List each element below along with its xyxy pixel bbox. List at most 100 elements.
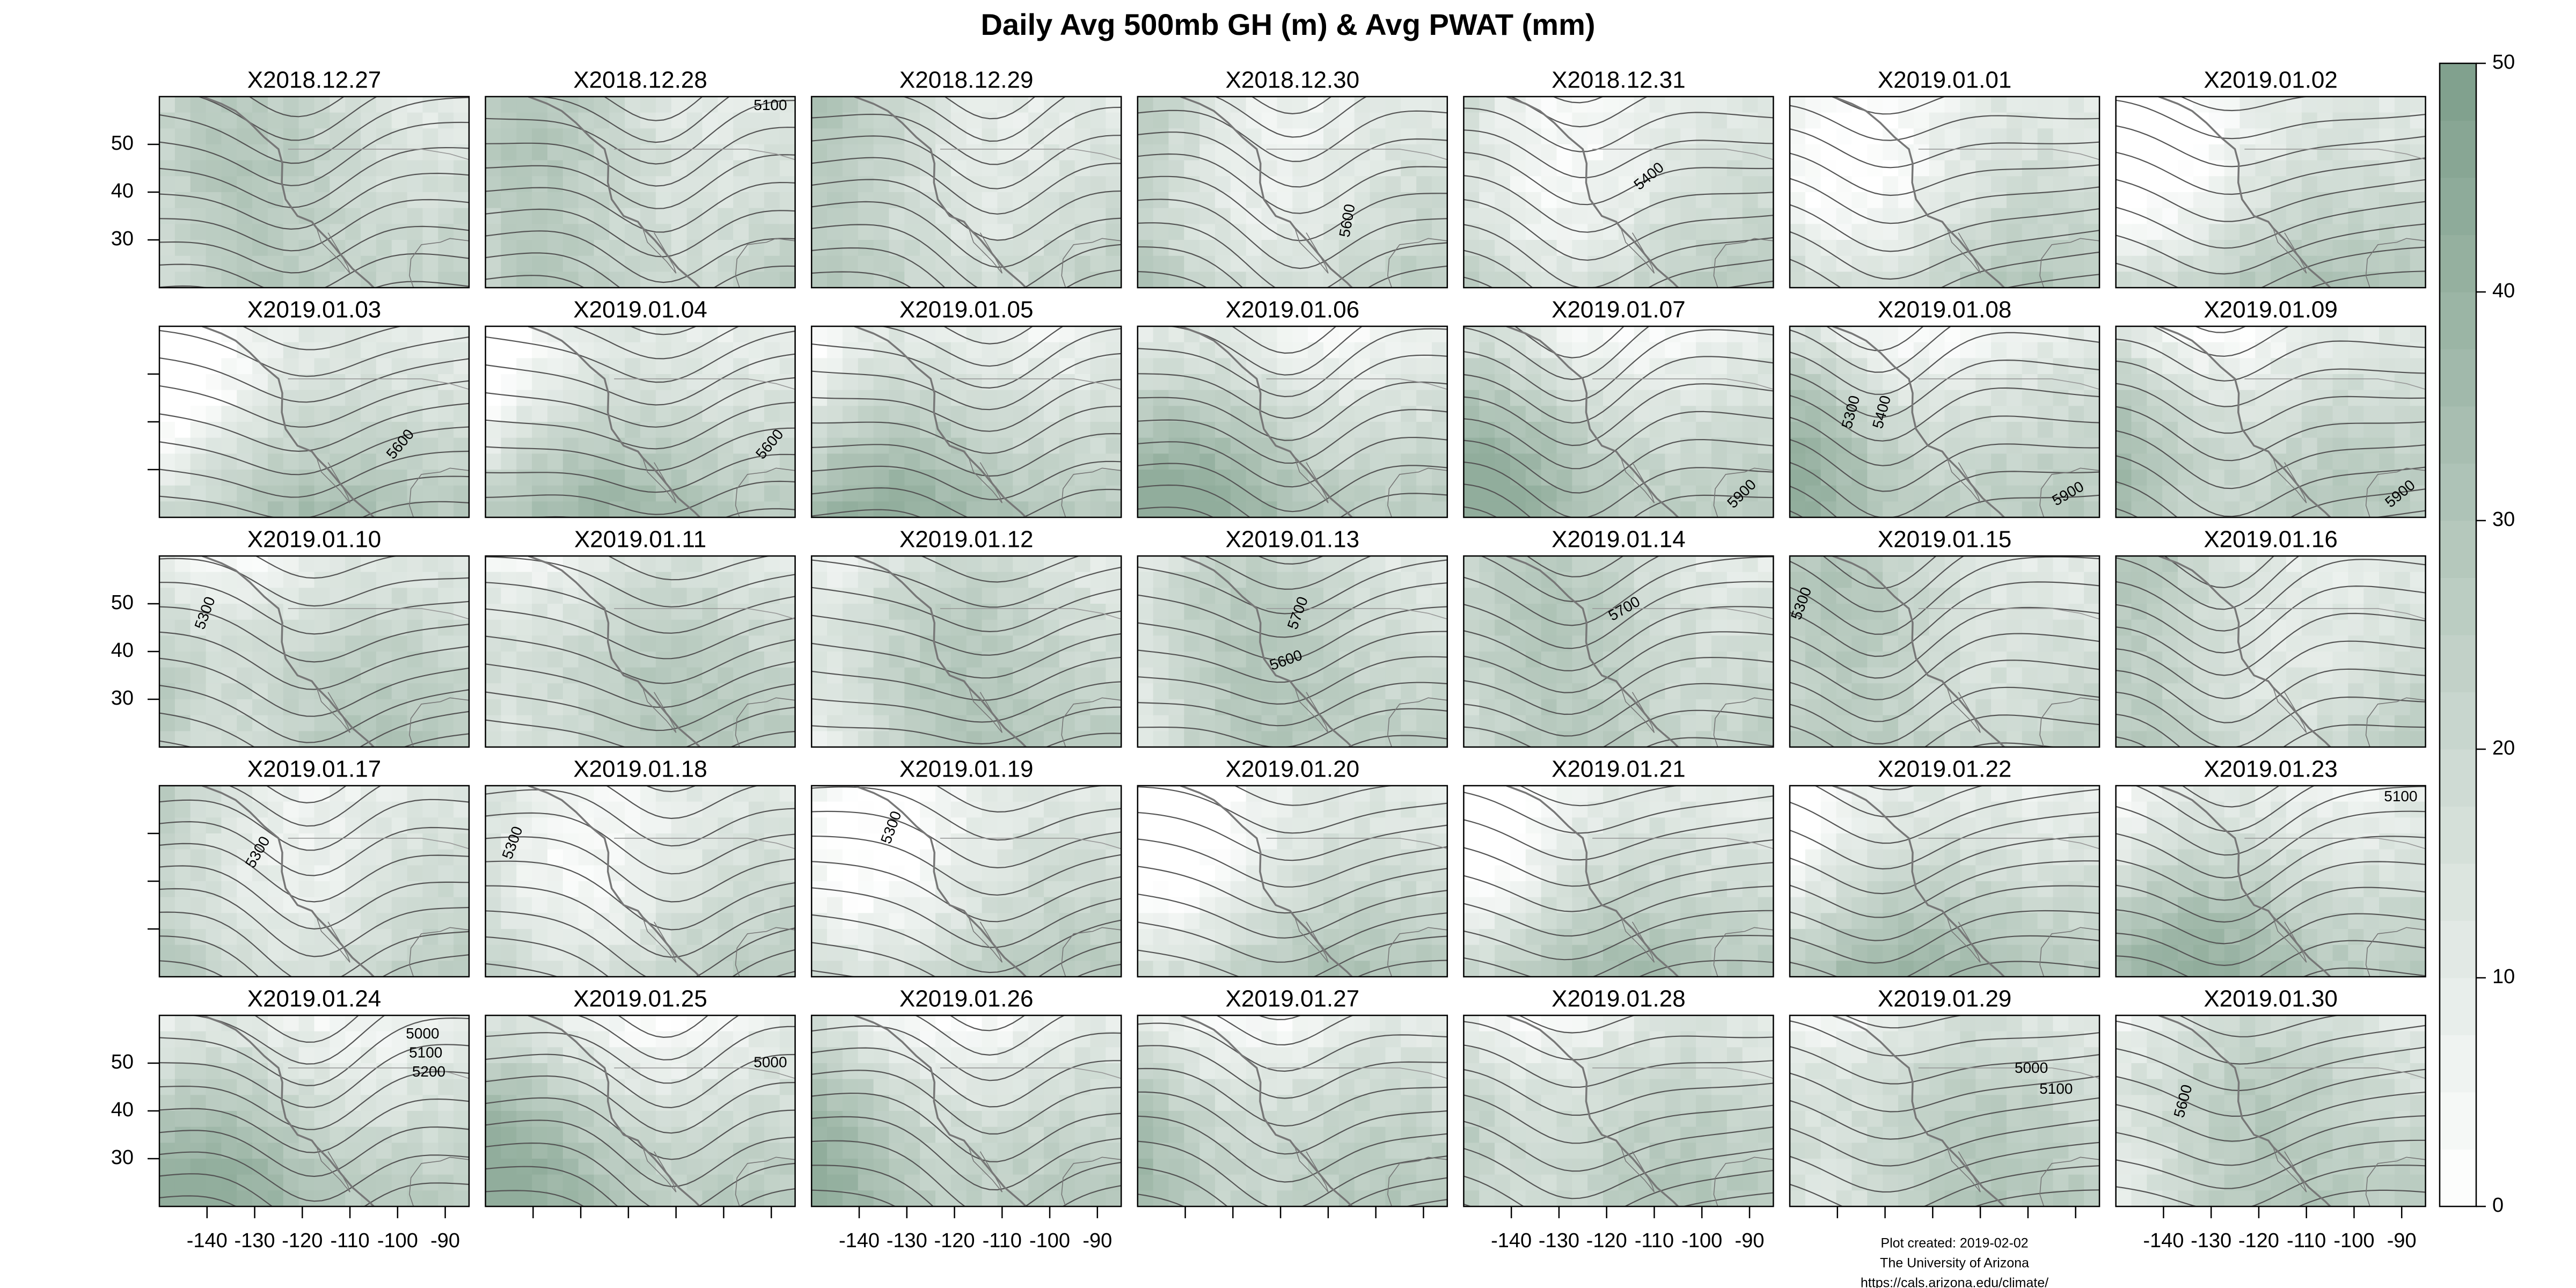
pwat-shading	[827, 358, 843, 375]
pwat-shading	[578, 501, 595, 517]
pwat-shading	[2131, 97, 2148, 113]
pwat-shading	[283, 619, 299, 636]
pwat-shading	[1416, 176, 1432, 193]
contour	[1526, 556, 1624, 577]
pwat-shading	[190, 588, 207, 604]
pwat-shading	[749, 112, 765, 129]
pwat-shading	[1090, 485, 1107, 502]
pwat-shading	[1618, 390, 1635, 407]
pwat-shading	[1370, 453, 1386, 470]
pwat-shading	[2255, 224, 2272, 240]
pwat-shading	[562, 604, 579, 620]
pwat-shading	[485, 437, 502, 455]
pwat-shading	[889, 588, 905, 604]
pwat-shading	[1726, 731, 1743, 747]
pwat-shading	[1665, 422, 1681, 438]
pwat-shading	[1649, 240, 1666, 257]
pwat-shading	[221, 572, 238, 589]
pwat-shading	[1649, 406, 1666, 422]
pwat-shading	[609, 176, 626, 193]
pwat-shading	[702, 272, 719, 288]
pwat-shading	[1028, 731, 1044, 747]
pwat-shading	[982, 97, 998, 113]
pwat-shading	[578, 572, 595, 589]
pwat-shading	[982, 224, 998, 240]
pwat-shading	[1338, 326, 1355, 343]
pwat-shading	[889, 501, 905, 517]
pwat-shading	[422, 485, 439, 502]
pwat-shading	[718, 470, 734, 486]
coastline	[1620, 687, 1655, 733]
pwat-shading	[438, 390, 455, 407]
pwat-shading	[873, 240, 890, 257]
pwat-shading	[1867, 97, 1884, 113]
pwat-shading	[1153, 374, 1169, 391]
pwat-shading	[1168, 699, 1185, 716]
pwat-shading	[1479, 588, 1496, 604]
pwat-shading	[1618, 422, 1635, 438]
pwat-shading	[920, 224, 936, 240]
pwat-shading	[1634, 128, 1650, 145]
contour	[159, 380, 469, 428]
pwat-shading	[920, 272, 936, 288]
contour	[1346, 735, 1447, 747]
pwat-shading	[2363, 342, 2380, 359]
pwat-shading	[1074, 390, 1091, 407]
pwat-shading	[2317, 358, 2333, 375]
pwat-shading	[298, 406, 315, 422]
pwat-shading	[1246, 192, 1262, 209]
pwat-shading	[532, 160, 548, 177]
pwat-shading	[237, 588, 253, 604]
pwat-shading	[1354, 470, 1371, 486]
pwat-shading	[1168, 240, 1185, 257]
pwat-shading	[174, 453, 191, 470]
contour	[485, 230, 795, 283]
pwat-shading	[1618, 144, 1635, 161]
pwat-shading	[2348, 255, 2365, 273]
pwat-shading	[1929, 176, 1945, 193]
pwat-shading	[1090, 390, 1107, 407]
pwat-shading	[2332, 192, 2349, 209]
pwat-shading	[811, 683, 828, 700]
pwat-shading	[858, 358, 874, 375]
pwat-shading	[1618, 556, 1635, 573]
pwat-shading	[779, 485, 795, 502]
pwat-shading	[1137, 604, 1154, 620]
pwat-shading	[1572, 731, 1589, 747]
pwat-shading	[1090, 112, 1107, 129]
pwat-shading	[904, 208, 921, 225]
pwat-shading	[1354, 144, 1371, 161]
pwat-shading	[1587, 144, 1604, 161]
pwat-shading	[749, 667, 765, 684]
pwat-shading	[361, 635, 377, 652]
pwat-shading	[1370, 176, 1386, 193]
pwat-shading	[1525, 112, 1542, 129]
pwat-shading	[2147, 144, 2163, 161]
pwat-shading	[1059, 342, 1075, 359]
pwat-shading	[376, 112, 392, 129]
pwat-shading	[532, 619, 548, 636]
pwat-shading	[516, 326, 533, 343]
pwat-shading	[1711, 619, 1728, 636]
contour	[1203, 556, 1373, 590]
pwat-shading	[858, 192, 874, 209]
pwat-shading	[2022, 485, 2038, 502]
pwat-shading	[997, 192, 1014, 209]
pwat-shading	[749, 224, 765, 240]
pwat-shading	[1696, 652, 1712, 668]
pwat-shading	[1913, 326, 1930, 343]
pwat-shading	[252, 652, 268, 668]
pwat-shading	[2286, 390, 2302, 407]
pwat-shading	[2271, 374, 2287, 391]
pwat-shading	[1013, 604, 1029, 620]
pwat-shading	[1913, 485, 1930, 502]
panel	[2116, 97, 2426, 288]
pwat-shading	[1495, 683, 1511, 700]
pwat-shading	[485, 208, 502, 225]
pwat-shading	[1028, 604, 1044, 620]
pwat-shading	[190, 699, 207, 716]
pwat-shading	[1587, 176, 1604, 193]
pwat-shading	[2332, 144, 2349, 161]
panel: 5600	[485, 326, 795, 517]
pwat-shading	[1696, 406, 1712, 422]
